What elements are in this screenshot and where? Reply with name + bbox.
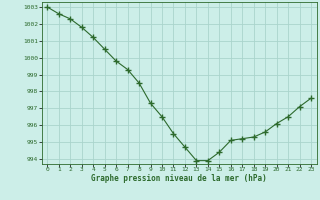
X-axis label: Graphe pression niveau de la mer (hPa): Graphe pression niveau de la mer (hPa) xyxy=(91,174,267,183)
